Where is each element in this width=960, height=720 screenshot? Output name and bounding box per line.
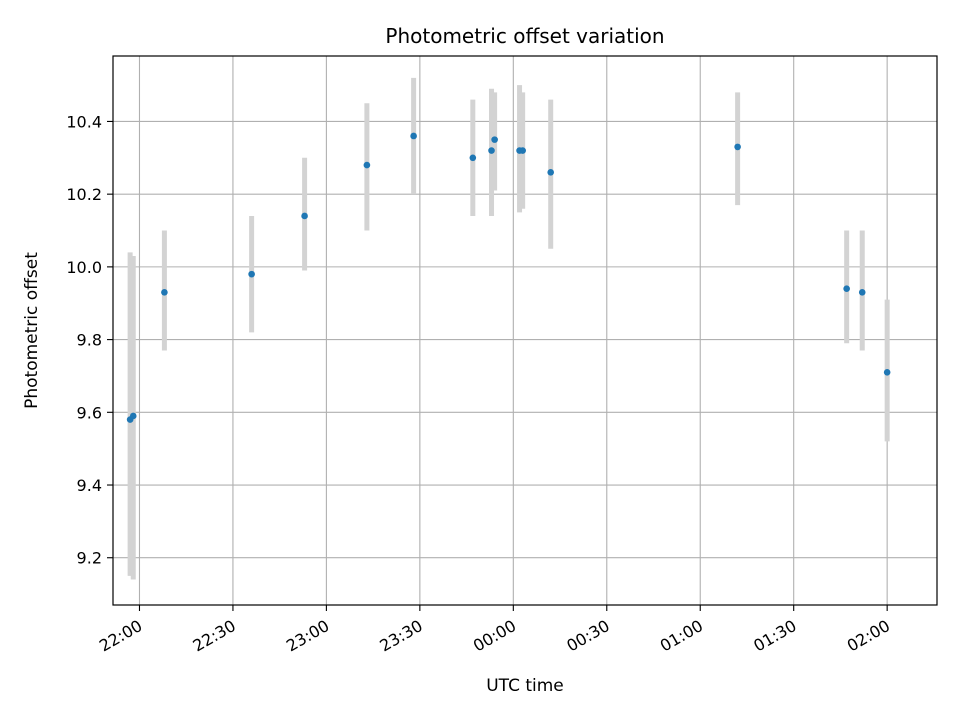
data-point bbox=[519, 147, 526, 154]
chart-title: Photometric offset variation bbox=[385, 24, 664, 48]
data-point bbox=[488, 147, 495, 154]
y-axis-label: Photometric offset bbox=[22, 252, 42, 409]
error-bars bbox=[127, 77, 890, 580]
data-point bbox=[129, 412, 137, 420]
y-tick-label: 9.4 bbox=[77, 476, 102, 495]
x-tick-label: 00:00 bbox=[470, 616, 519, 656]
data-point bbox=[547, 169, 555, 176]
x-axis: 22:00 22:30 23:00 23:30 00:00 00:30 01:00 01:30… bbox=[96, 605, 893, 656]
x-tick-label: 00:30 bbox=[563, 616, 612, 656]
x-tick-label: 22:00 bbox=[96, 616, 145, 656]
y-axis: 9.2 9.4 9.6 9.8 10.0 10.2 10.4 bbox=[66, 112, 113, 568]
y-tick-label: 10.4 bbox=[66, 112, 102, 131]
x-tick-label: 02:00 bbox=[844, 616, 893, 656]
y-tick-label: 9.6 bbox=[77, 403, 102, 422]
plot-frame bbox=[112, 55, 938, 606]
data-point bbox=[301, 212, 308, 220]
data-point bbox=[734, 143, 741, 151]
x-axis-label: UTC time bbox=[486, 676, 564, 696]
x-tick-label: 01:00 bbox=[657, 616, 706, 656]
data-points bbox=[126, 132, 891, 423]
data-point bbox=[363, 161, 371, 169]
data-point bbox=[858, 289, 866, 296]
x-tick-label: 23:00 bbox=[283, 616, 332, 656]
data-point bbox=[491, 136, 498, 143]
data-point bbox=[161, 289, 168, 296]
x-tick-label: 01:30 bbox=[750, 616, 799, 656]
data-point bbox=[843, 285, 850, 292]
y-tick-label: 10.0 bbox=[66, 258, 102, 277]
y-tick-label: 9.2 bbox=[77, 549, 102, 568]
data-point bbox=[469, 154, 477, 162]
grid bbox=[113, 56, 937, 605]
x-tick-label: 23:30 bbox=[376, 616, 425, 656]
data-point bbox=[410, 132, 417, 140]
data-point bbox=[883, 369, 891, 376]
x-tick-label: 22:30 bbox=[190, 616, 239, 656]
y-tick-label: 10.2 bbox=[66, 185, 102, 204]
data-point bbox=[248, 270, 255, 278]
y-tick-label: 9.8 bbox=[77, 331, 102, 350]
